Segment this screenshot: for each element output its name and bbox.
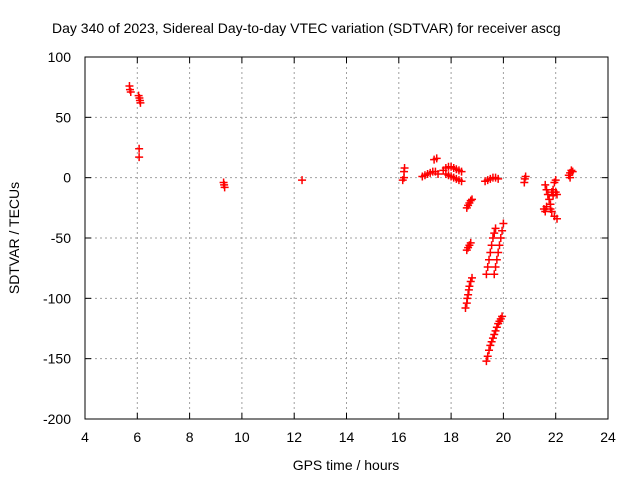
y-axis-label: SDTVAR / TECUs <box>6 182 22 294</box>
data-point <box>498 312 507 321</box>
data-point <box>487 241 496 250</box>
x-tick-label: 6 <box>133 429 141 445</box>
data-point <box>494 174 503 183</box>
data-point <box>135 144 144 153</box>
data-point <box>498 226 507 235</box>
data-point <box>468 195 477 204</box>
grid-lines <box>85 57 608 419</box>
x-tick-label: 10 <box>234 429 250 445</box>
y-tick-label: 50 <box>55 109 71 125</box>
y-tick-label: 100 <box>48 49 72 65</box>
x-tick-label: 12 <box>286 429 302 445</box>
data-point <box>491 262 500 271</box>
data-points <box>125 81 577 366</box>
y-tick-label: -50 <box>51 230 71 246</box>
data-point <box>488 234 497 242</box>
data-point <box>553 214 562 223</box>
data-point <box>463 294 472 303</box>
data-point <box>486 341 495 350</box>
data-point <box>567 166 576 175</box>
data-point <box>220 183 229 192</box>
data-point <box>483 352 492 361</box>
data-point <box>457 167 466 176</box>
data-point <box>495 241 504 250</box>
data-point <box>490 330 499 339</box>
data-point <box>466 277 475 286</box>
data-point <box>466 196 475 205</box>
y-tick-label: 0 <box>63 170 71 186</box>
chart-title: Day 340 of 2023, Sidereal Day-to-day VTE… <box>52 20 561 36</box>
x-axis-label: GPS time / hours <box>293 457 400 473</box>
data-point <box>465 282 474 291</box>
data-point <box>136 98 145 107</box>
data-point <box>541 180 550 189</box>
data-point <box>496 234 505 242</box>
x-tick-label: 24 <box>600 429 616 445</box>
y-tick-label: -100 <box>43 290 71 306</box>
x-tick-label: 16 <box>391 429 407 445</box>
data-point <box>485 346 494 355</box>
data-point <box>135 153 144 162</box>
data-point <box>568 167 577 176</box>
data-point <box>482 270 491 279</box>
data-point <box>553 190 562 199</box>
x-tick-label: 8 <box>186 429 194 445</box>
data-point <box>483 262 492 271</box>
data-point <box>485 255 494 264</box>
data-point <box>490 229 499 238</box>
x-tick-label: 22 <box>548 429 564 445</box>
data-point <box>457 177 466 186</box>
x-tick-label: 4 <box>81 429 89 445</box>
data-point <box>434 170 443 179</box>
data-point <box>468 273 477 282</box>
y-tick-label: -150 <box>43 351 71 367</box>
data-point <box>482 357 491 366</box>
data-point <box>491 326 500 335</box>
data-point <box>551 176 560 185</box>
axis-ticks: 4 6 8 10 12 14 16 18 20 22 24 -200 -150 -100 -50 0 50 100 <box>43 49 616 445</box>
x-tick-label: 20 <box>496 429 512 445</box>
data-point <box>298 176 307 185</box>
data-point <box>547 207 556 216</box>
y-tick-label: -200 <box>43 411 71 427</box>
data-point <box>400 164 409 173</box>
data-point <box>487 337 496 346</box>
data-point <box>566 173 575 182</box>
data-point <box>494 248 503 257</box>
data-point <box>492 323 501 332</box>
data-point <box>486 248 495 257</box>
data-point <box>432 154 441 163</box>
data-point <box>499 219 508 228</box>
data-point <box>466 238 475 247</box>
data-point <box>461 303 470 312</box>
data-point <box>492 255 501 264</box>
data-point <box>490 270 499 279</box>
x-tick-label: 14 <box>339 429 355 445</box>
data-point <box>126 87 135 96</box>
data-point <box>488 334 497 343</box>
data-point <box>464 290 473 299</box>
data-point <box>491 224 500 233</box>
x-tick-label: 18 <box>443 429 459 445</box>
data-point <box>521 172 530 181</box>
data-point <box>545 195 554 204</box>
